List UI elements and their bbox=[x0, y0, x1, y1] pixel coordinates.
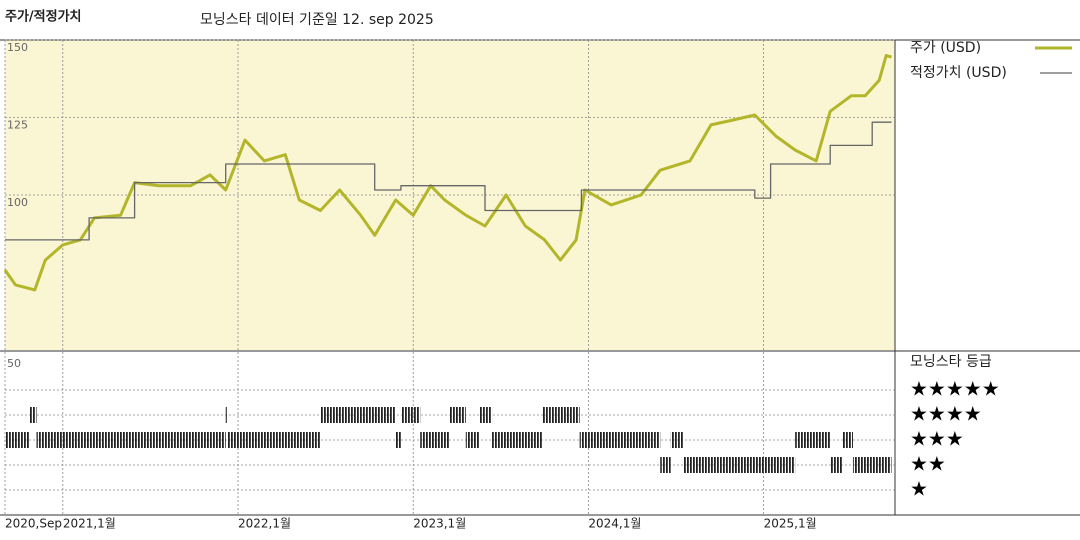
legend-label: 주가 (USD) bbox=[910, 40, 981, 56]
rating-legend-stars: ★★★★ bbox=[910, 402, 982, 426]
rating-segment bbox=[542, 407, 580, 423]
rating-segment bbox=[36, 432, 226, 448]
rating-segment bbox=[852, 457, 892, 473]
rating-legend-stars: ★ bbox=[910, 477, 928, 501]
rating-segment bbox=[450, 407, 466, 423]
y-tick-label: 100 bbox=[7, 196, 28, 209]
rating-segment bbox=[320, 407, 396, 423]
legend-label: 적정가치 (USD) bbox=[910, 65, 1007, 81]
rating-segment bbox=[225, 407, 228, 423]
x-tick-label: 2025,1월 bbox=[764, 517, 817, 531]
x-tick-label: 2021,1월 bbox=[63, 517, 116, 531]
rating-segment bbox=[395, 432, 401, 448]
rating-segment bbox=[479, 407, 493, 423]
rating-segment bbox=[579, 432, 661, 448]
rating-panel-label: 50 bbox=[7, 357, 21, 370]
rating-segment bbox=[795, 432, 831, 448]
rating-segment bbox=[842, 432, 853, 448]
rating-segment bbox=[670, 432, 684, 448]
x-tick-label: 2022,1월 bbox=[238, 517, 291, 531]
series-line bbox=[5, 121, 892, 241]
y-tick-label: 125 bbox=[7, 119, 28, 132]
rating-segment bbox=[29, 407, 37, 423]
x-tick-label: 2024,1월 bbox=[588, 517, 641, 531]
y-tick-label: 150 bbox=[7, 41, 28, 54]
rating-segment bbox=[227, 432, 321, 448]
rating-title: 모닝스타 등급 bbox=[910, 354, 992, 370]
chart-title: 주가/적정가치 bbox=[5, 9, 82, 25]
rating-segment bbox=[830, 457, 843, 473]
rating-segment bbox=[420, 432, 450, 448]
rating-legend-stars: ★★★ bbox=[910, 427, 964, 451]
rating-segment bbox=[5, 432, 30, 448]
x-tick-label: 2023,1월 bbox=[413, 517, 466, 531]
rating-segment bbox=[492, 432, 543, 448]
rating-segment bbox=[400, 407, 421, 423]
rating-segment bbox=[660, 457, 671, 473]
x-tick-label: 2020,Sep bbox=[5, 517, 62, 531]
rating-legend-stars: ★★★★★ bbox=[910, 377, 1000, 401]
rating-segment bbox=[683, 457, 796, 473]
rating-segment bbox=[465, 432, 480, 448]
chart-subtitle: 모닝스타 데이터 기준일 12. sep 2025 bbox=[200, 12, 434, 28]
rating-legend-stars: ★★ bbox=[910, 452, 946, 476]
